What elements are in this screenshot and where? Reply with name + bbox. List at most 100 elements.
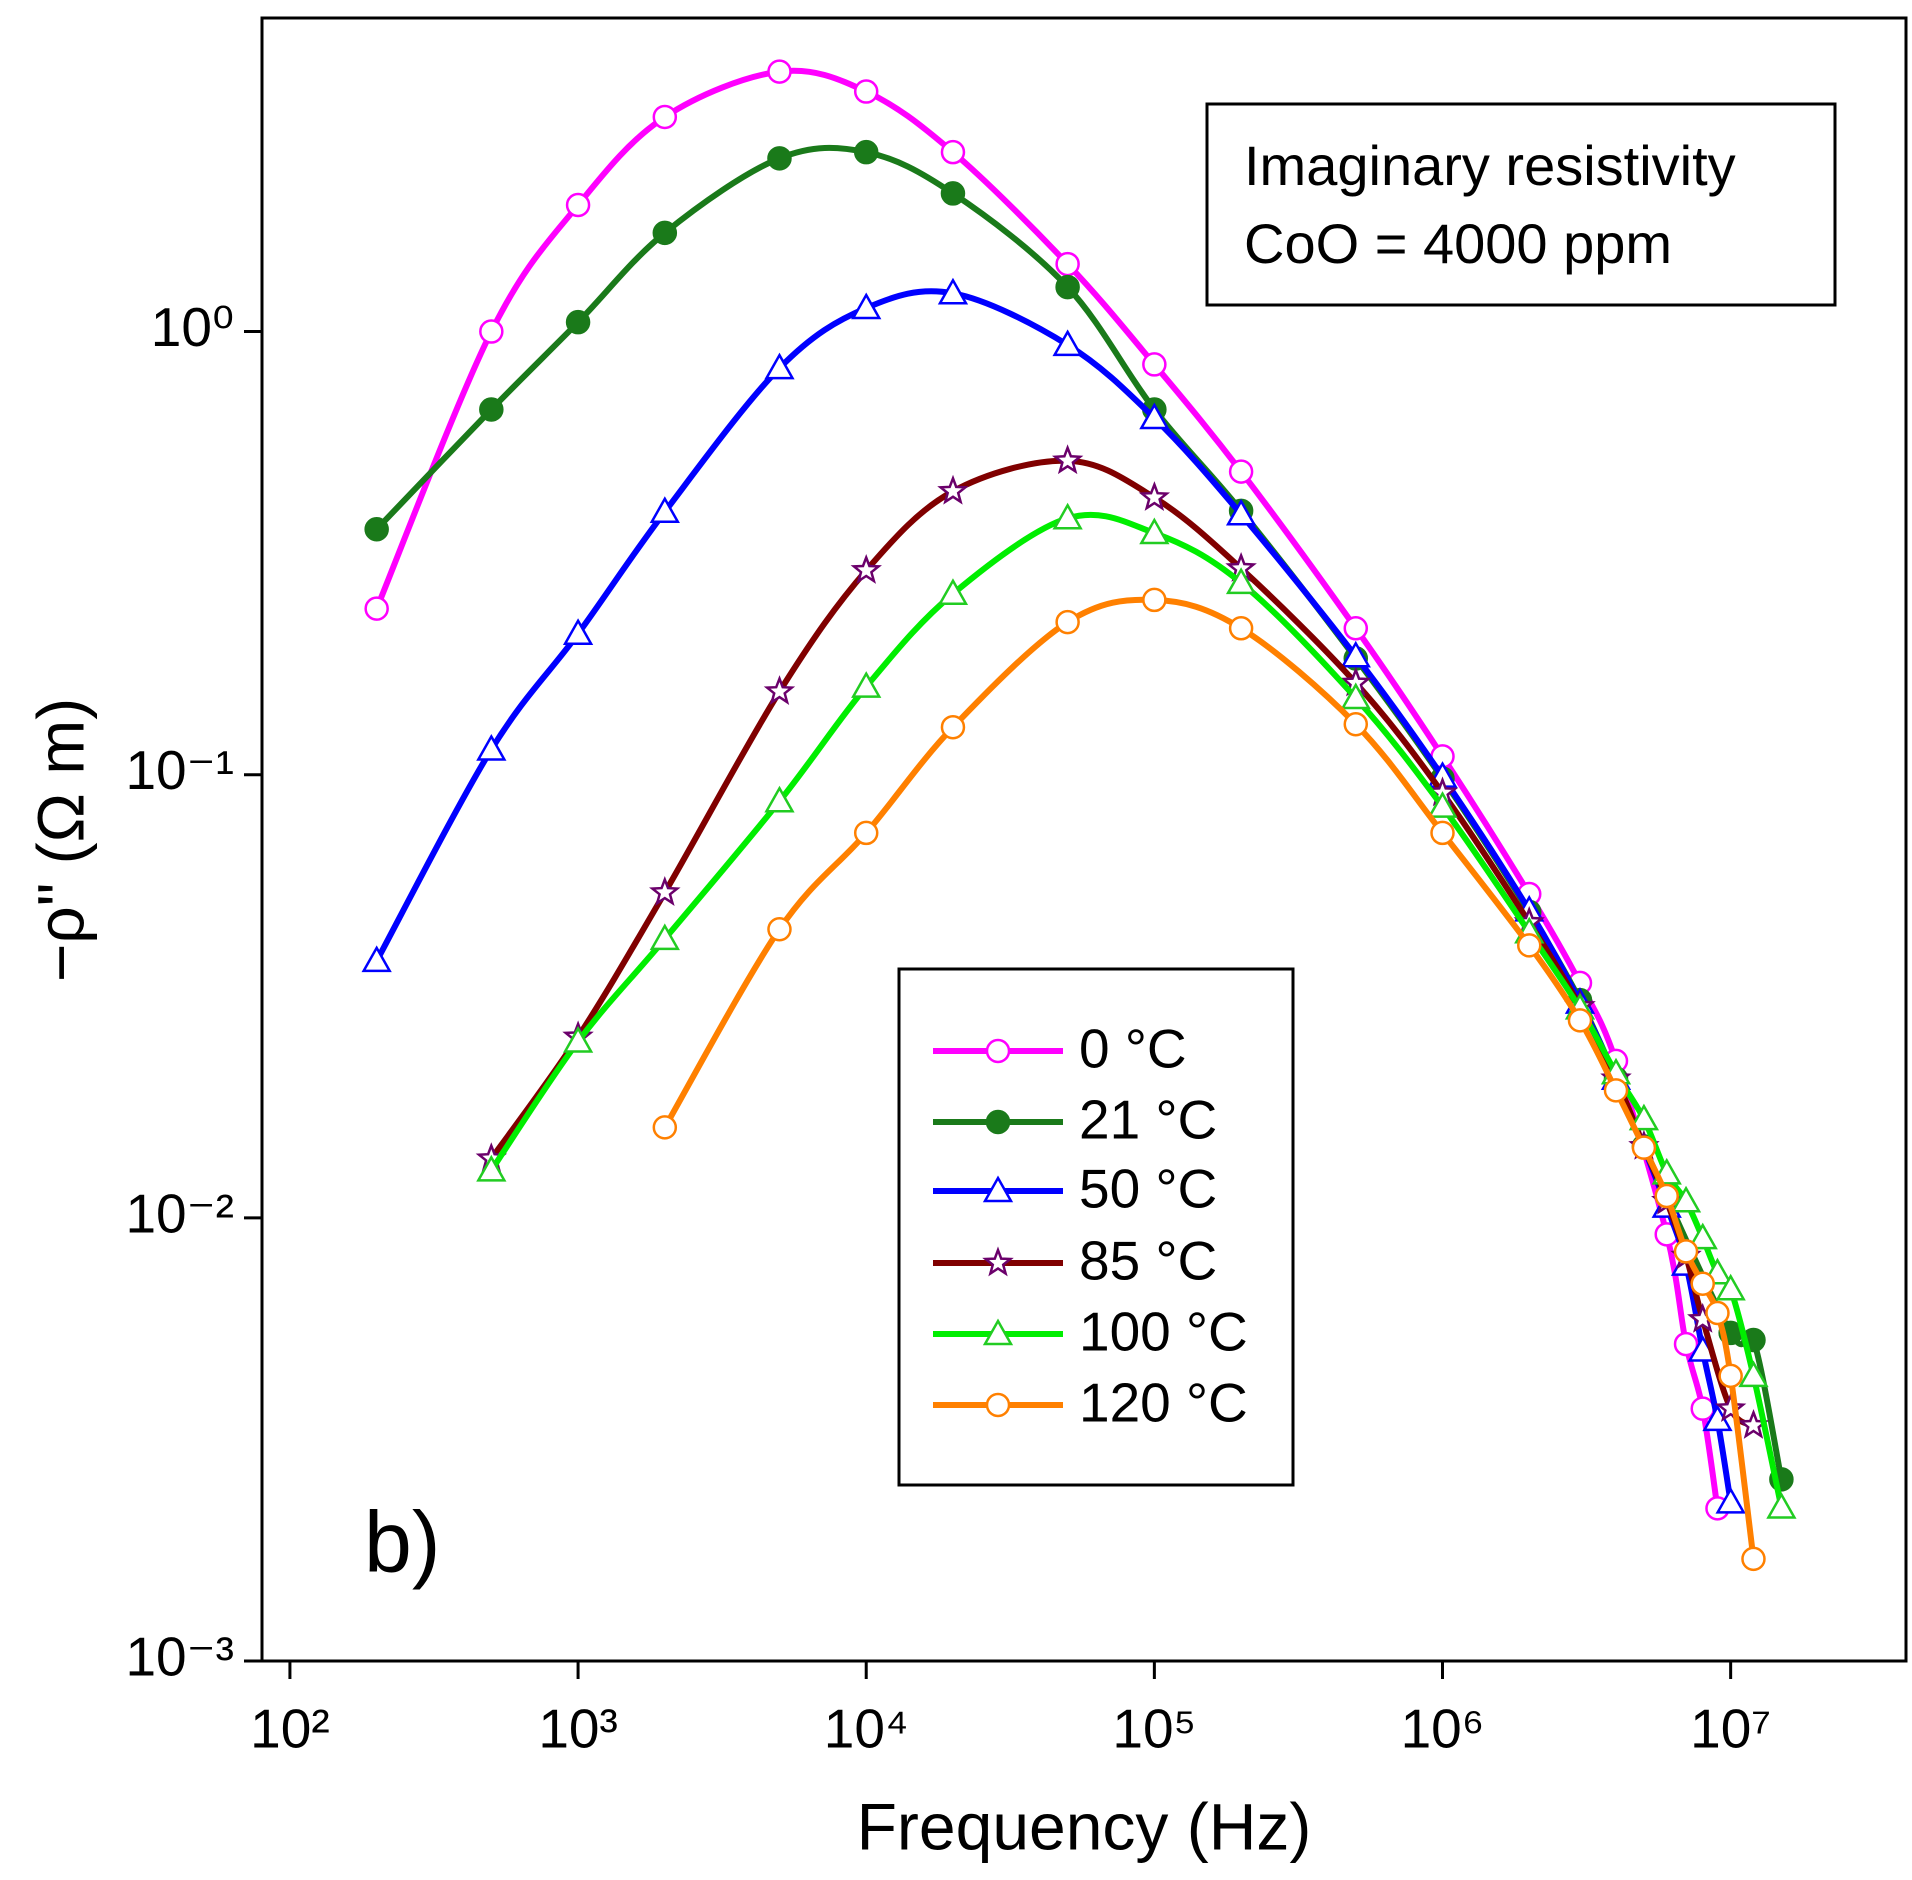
marker [1055,609,1080,635]
marker [940,139,966,165]
marker [649,876,681,906]
marker [767,146,792,171]
marker [1654,1183,1679,1209]
marker [1055,274,1080,300]
marker [1631,1135,1657,1160]
marker [1715,1486,1746,1514]
marker [1225,498,1257,526]
x-axis-label: Frequency (Hz) [857,1789,1312,1863]
marker [1055,251,1080,277]
legend-label: 50 °C [1079,1158,1217,1220]
legend-label: 85 °C [1079,1230,1217,1292]
marker [1741,1546,1766,1572]
marker [853,139,879,165]
marker [767,916,792,942]
marker [1687,1222,1718,1250]
marker [851,292,882,320]
marker [1228,459,1254,484]
marker [764,352,795,380]
x-tick-label: 10⁷ [1690,1698,1771,1760]
panel-label: b) [364,1495,440,1591]
marker [565,192,591,218]
plot-frame [260,16,1908,1663]
marker [1718,1363,1743,1389]
y-tick-label: 10⁻¹ [125,739,234,801]
marker [479,397,504,422]
marker [476,733,507,761]
marker [764,785,795,813]
marker [565,309,591,335]
marker [1690,1271,1715,1297]
marker [851,671,882,698]
x-tick-label: 10⁵ [1112,1698,1196,1760]
marker [1142,587,1167,613]
marker [853,79,879,104]
legend-marker [982,1175,1014,1203]
marker [1139,517,1170,545]
legend-label: 0 °C [1079,1018,1187,1080]
marker [937,474,969,505]
marker [1705,1300,1730,1326]
legend-label: 21 °C [1079,1089,1217,1151]
y-tick-label: 10⁻² [125,1182,234,1244]
marker [1225,567,1257,595]
marker [767,59,792,84]
marker [652,1115,678,1140]
x-tick-label: 10² [250,1698,330,1760]
marker [1052,502,1083,530]
annotation-box [1205,102,1837,307]
legend-label: 100 °C [1079,1301,1248,1363]
marker [1139,402,1170,430]
marker [1766,1491,1797,1519]
marker [1343,616,1369,641]
legend-marker [982,1318,1014,1346]
marker [940,181,966,206]
marker [1430,820,1455,846]
marker [1340,682,1371,710]
marker [652,220,678,246]
annotation: Imaginary resistivity [1244,134,1736,197]
marker [1628,1103,1660,1131]
marker [649,496,680,524]
x-tick-label: 10⁶ [1401,1698,1485,1760]
marker [850,553,882,584]
marker [1142,352,1167,377]
marker [1567,1008,1593,1033]
marker [1516,933,1542,958]
marker [1690,1396,1715,1421]
marker [1714,1392,1747,1423]
marker [1738,1360,1769,1388]
marker [476,1154,507,1182]
marker [479,319,504,344]
legend-label: 120 °C [1079,1372,1248,1434]
marker [1051,444,1084,475]
marker [652,104,678,130]
marker [1052,329,1083,357]
marker [940,714,966,740]
marker [937,277,969,305]
marker [1427,791,1458,818]
legend-marker [985,1392,1011,1418]
marker [763,675,796,705]
y-tick-label: 10⁻³ [125,1626,234,1688]
marker [1603,1078,1629,1103]
marker [1673,1239,1699,1264]
annotation: CoO = 4000 ppm [1244,212,1672,275]
curves [361,59,1797,1572]
legend-marker [982,1246,1014,1277]
y-tick-label: 10⁰ [151,296,234,358]
marker [562,618,594,646]
marker [364,596,389,621]
legend-box [897,967,1295,1487]
marker [853,820,879,846]
series-line [373,67,1721,1509]
legend-marker [985,1109,1011,1135]
marker [1228,616,1254,641]
marker [1670,1185,1702,1213]
marker [1138,481,1171,511]
marker [1673,1331,1699,1357]
x-tick-label: 10⁴ [824,1698,909,1760]
marker [1340,640,1371,668]
marker [562,1025,594,1053]
